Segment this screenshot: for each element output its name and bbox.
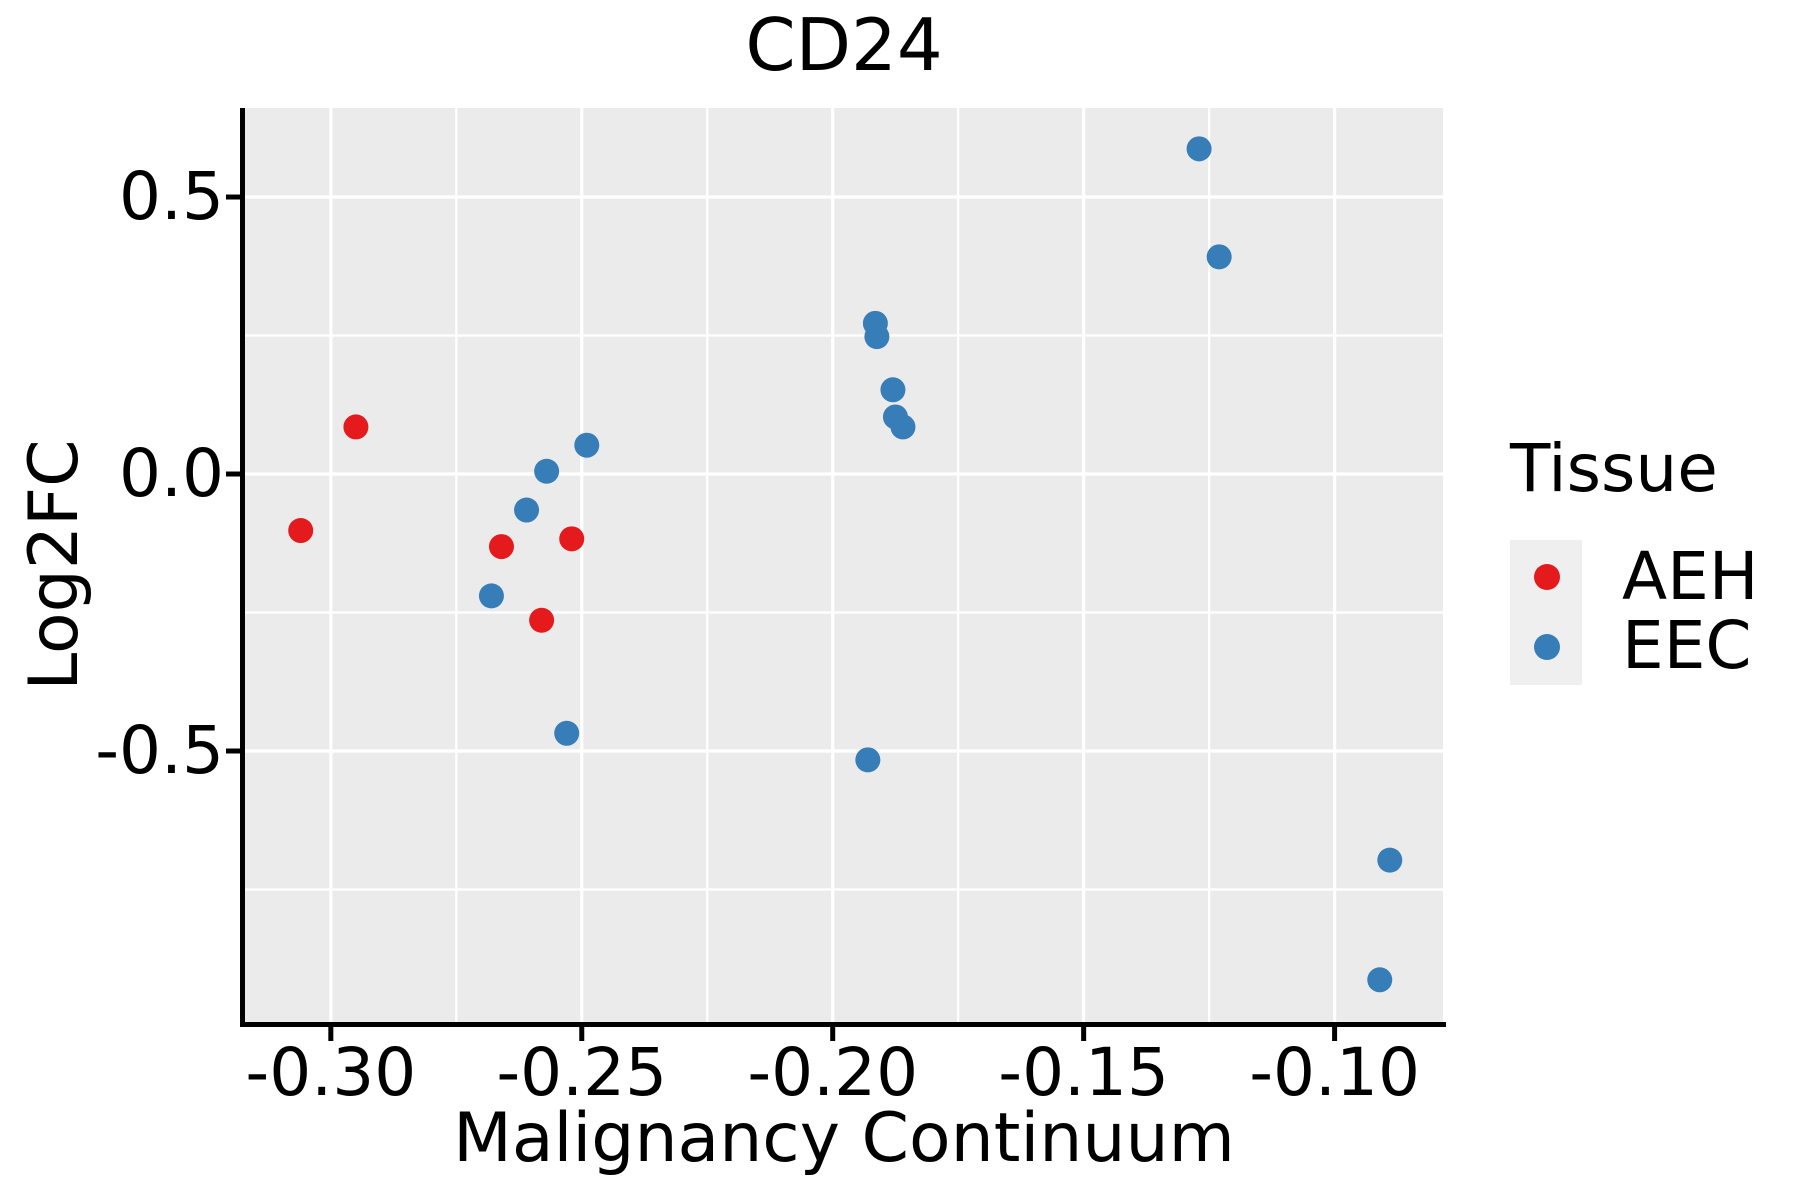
x-tick-label: -0.30 <box>245 1034 417 1111</box>
data-point <box>554 720 580 746</box>
data-point <box>574 432 600 458</box>
y-axis-title: Log2FC <box>15 439 94 691</box>
y-tick-label: 0.0 <box>119 435 224 512</box>
data-point <box>1186 136 1212 162</box>
y-tick-mark <box>226 748 240 754</box>
x-axis-title: Malignancy Continuum <box>453 1099 1235 1178</box>
data-point <box>529 607 555 633</box>
x-tick-mark <box>579 1027 585 1041</box>
x-tick-label: -0.15 <box>998 1034 1170 1111</box>
data-point <box>1377 847 1403 873</box>
data-point <box>559 526 585 552</box>
data-point <box>288 518 314 544</box>
x-tick-mark <box>1332 1027 1338 1041</box>
y-axis-spine <box>240 108 245 1027</box>
data-point <box>864 324 890 350</box>
data-point <box>343 414 369 440</box>
data-point <box>478 583 504 609</box>
y-tick-mark <box>226 194 240 200</box>
data-point <box>1367 967 1393 993</box>
data-point <box>855 747 881 773</box>
y-tick-mark <box>226 471 240 477</box>
data-point <box>1206 244 1232 270</box>
data-point <box>880 377 906 403</box>
y-tick-label: 0.5 <box>119 158 224 236</box>
x-tick-mark <box>328 1027 334 1041</box>
x-tick-label: -0.10 <box>1249 1034 1420 1111</box>
chart-title: CD24 <box>745 3 943 87</box>
panel-background <box>245 108 1443 1022</box>
x-tick-mark <box>830 1027 836 1041</box>
x-tick-label: -0.20 <box>747 1034 919 1111</box>
x-tick-mark <box>1081 1027 1087 1041</box>
data-point <box>534 458 560 484</box>
x-axis-spine <box>240 1022 1446 1027</box>
data-point <box>488 534 514 560</box>
data-point <box>890 414 916 440</box>
x-tick-label: -0.25 <box>496 1034 668 1111</box>
y-tick-label: -0.5 <box>95 711 224 789</box>
data-point <box>514 497 540 523</box>
